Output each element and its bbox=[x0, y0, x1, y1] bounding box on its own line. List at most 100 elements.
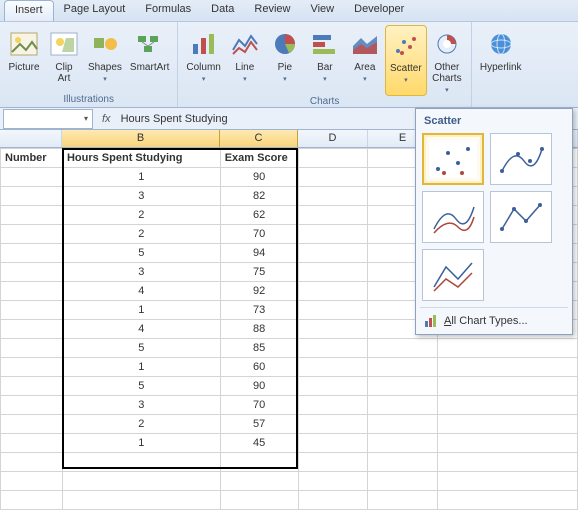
cell-score[interactable]: 94 bbox=[220, 244, 298, 263]
cell[interactable] bbox=[368, 377, 438, 396]
cell-hours[interactable]: 1 bbox=[62, 434, 220, 453]
cell[interactable] bbox=[438, 415, 578, 434]
cell-header-a[interactable]: Number bbox=[1, 149, 63, 168]
cell[interactable] bbox=[368, 339, 438, 358]
hyperlink-button[interactable]: Hyperlink bbox=[476, 25, 526, 94]
other-charts-button[interactable]: Other Charts▾ bbox=[427, 25, 467, 96]
cell[interactable] bbox=[298, 149, 368, 168]
cell[interactable] bbox=[298, 453, 368, 472]
fx-icon[interactable]: fx bbox=[102, 113, 111, 125]
cell[interactable] bbox=[298, 339, 368, 358]
col-header-b[interactable]: B bbox=[62, 130, 220, 147]
cell-hours[interactable]: 1 bbox=[62, 168, 220, 187]
cell[interactable] bbox=[298, 472, 368, 491]
cell[interactable] bbox=[62, 491, 220, 510]
column-chart-button[interactable]: Column▾ bbox=[182, 25, 224, 96]
cell[interactable] bbox=[1, 206, 63, 225]
scatter-opt-straight-markers[interactable] bbox=[490, 191, 552, 243]
cell-score[interactable]: 85 bbox=[220, 339, 298, 358]
cell-score[interactable]: 75 bbox=[220, 263, 298, 282]
cell-hours[interactable]: 1 bbox=[62, 301, 220, 320]
cell[interactable] bbox=[62, 453, 220, 472]
cell[interactable] bbox=[298, 491, 368, 510]
cell[interactable] bbox=[298, 415, 368, 434]
cell[interactable] bbox=[298, 282, 368, 301]
cell[interactable] bbox=[438, 434, 578, 453]
cell[interactable] bbox=[438, 396, 578, 415]
scatter-chart-button[interactable]: Scatter▾ bbox=[385, 25, 427, 96]
cell[interactable] bbox=[298, 206, 368, 225]
cell-header-c[interactable]: Exam Score bbox=[220, 149, 298, 168]
bar-chart-button[interactable]: Bar▾ bbox=[305, 25, 345, 96]
cell[interactable] bbox=[1, 339, 63, 358]
cell[interactable] bbox=[1, 301, 63, 320]
cell-score[interactable]: 92 bbox=[220, 282, 298, 301]
cell-score[interactable]: 73 bbox=[220, 301, 298, 320]
cell[interactable] bbox=[1, 244, 63, 263]
cell-score[interactable]: 70 bbox=[220, 225, 298, 244]
cell[interactable] bbox=[298, 168, 368, 187]
scatter-opt-straight[interactable] bbox=[422, 249, 484, 301]
cell-score[interactable]: 45 bbox=[220, 434, 298, 453]
tab-formulas[interactable]: Formulas bbox=[135, 0, 201, 21]
cell[interactable] bbox=[1, 377, 63, 396]
cell[interactable] bbox=[438, 377, 578, 396]
cell[interactable] bbox=[220, 453, 298, 472]
cell[interactable] bbox=[298, 396, 368, 415]
cell[interactable] bbox=[220, 472, 298, 491]
cell[interactable] bbox=[438, 472, 578, 491]
tab-developer[interactable]: Developer bbox=[344, 0, 414, 21]
cell[interactable] bbox=[438, 453, 578, 472]
cell-hours[interactable]: 4 bbox=[62, 282, 220, 301]
cell-score[interactable]: 88 bbox=[220, 320, 298, 339]
cell[interactable] bbox=[438, 358, 578, 377]
col-header-c[interactable]: C bbox=[220, 130, 298, 147]
cell-hours[interactable]: 2 bbox=[62, 415, 220, 434]
cell[interactable] bbox=[298, 244, 368, 263]
cell-score[interactable]: 57 bbox=[220, 415, 298, 434]
cell-hours[interactable]: 1 bbox=[62, 358, 220, 377]
cell[interactable] bbox=[298, 225, 368, 244]
cell[interactable] bbox=[368, 415, 438, 434]
col-header-d[interactable]: D bbox=[298, 130, 368, 147]
cell[interactable] bbox=[1, 472, 63, 491]
scatter-opt-smooth[interactable] bbox=[422, 191, 484, 243]
cell[interactable] bbox=[298, 434, 368, 453]
cell-hours[interactable]: 5 bbox=[62, 244, 220, 263]
area-chart-button[interactable]: Area▾ bbox=[345, 25, 385, 96]
cell[interactable] bbox=[1, 320, 63, 339]
cell[interactable] bbox=[298, 187, 368, 206]
cell-hours[interactable]: 3 bbox=[62, 263, 220, 282]
cell[interactable] bbox=[438, 491, 578, 510]
tab-insert[interactable]: Insert bbox=[4, 0, 54, 21]
cell[interactable] bbox=[220, 491, 298, 510]
scatter-opt-markers[interactable] bbox=[422, 133, 484, 185]
tab-view[interactable]: View bbox=[300, 0, 344, 21]
cell[interactable] bbox=[1, 396, 63, 415]
shapes-button[interactable]: Shapes▾ bbox=[84, 25, 126, 94]
cell[interactable] bbox=[1, 263, 63, 282]
cell[interactable] bbox=[1, 434, 63, 453]
cell-score[interactable]: 60 bbox=[220, 358, 298, 377]
cell-hours[interactable]: 5 bbox=[62, 339, 220, 358]
cell-score[interactable]: 90 bbox=[220, 168, 298, 187]
cell[interactable] bbox=[62, 472, 220, 491]
cell[interactable] bbox=[368, 453, 438, 472]
cell[interactable] bbox=[368, 434, 438, 453]
cell[interactable] bbox=[368, 491, 438, 510]
cell-hours[interactable]: 2 bbox=[62, 225, 220, 244]
scatter-opt-smooth-markers[interactable] bbox=[490, 133, 552, 185]
cell[interactable] bbox=[298, 263, 368, 282]
cell[interactable] bbox=[438, 339, 578, 358]
tab-data[interactable]: Data bbox=[201, 0, 244, 21]
cell-header-b[interactable]: Hours Spent Studying bbox=[62, 149, 220, 168]
pie-chart-button[interactable]: Pie▾ bbox=[265, 25, 305, 96]
tab-page-layout[interactable]: Page Layout bbox=[54, 0, 136, 21]
cell-hours[interactable]: 5 bbox=[62, 377, 220, 396]
name-box[interactable]: ▾ bbox=[3, 109, 93, 129]
cell[interactable] bbox=[1, 225, 63, 244]
cell-score[interactable]: 90 bbox=[220, 377, 298, 396]
cell-hours[interactable]: 2 bbox=[62, 206, 220, 225]
cell-score[interactable]: 62 bbox=[220, 206, 298, 225]
cell[interactable] bbox=[1, 187, 63, 206]
